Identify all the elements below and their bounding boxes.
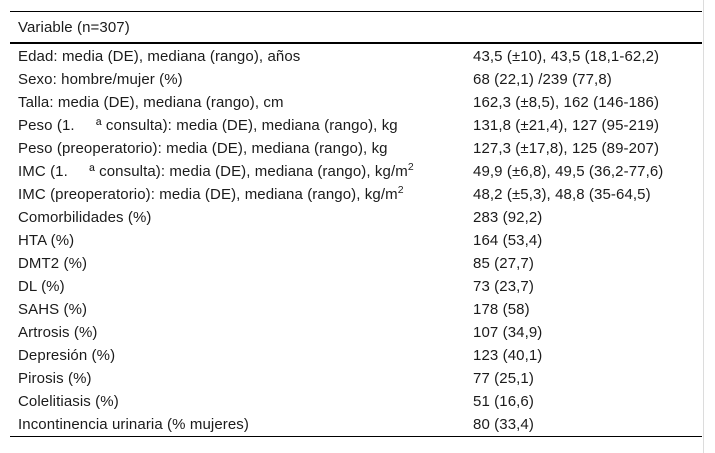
row-label: DMT2 (%) bbox=[18, 255, 473, 272]
row-value: 162,3 (±8,5), 162 (146-186) bbox=[473, 94, 660, 111]
row-label: IMC (preoperatorio): media (DE), mediana… bbox=[18, 184, 473, 203]
row-label: HTA (%) bbox=[18, 232, 473, 249]
row-label-text: Talla: media (DE), mediana (rango), cm bbox=[18, 94, 284, 111]
row-label: Colelitiasis (%) bbox=[18, 393, 473, 410]
table-row: DL (%) 73 (23,7) bbox=[10, 275, 702, 298]
table-row: Pirosis (%) 77 (25,1) bbox=[10, 367, 702, 390]
table-row: Comorbilidades (%) 283 (92,2) bbox=[10, 206, 702, 229]
table-row: Incontinencia urinaria (% mujeres) 80 (33… bbox=[10, 413, 702, 436]
patient-characteristics-table: Variable (n=307) Edad: media (DE), media… bbox=[10, 11, 702, 437]
row-value: 85 (27,7) bbox=[473, 255, 534, 272]
table-header-row: Variable (n=307) bbox=[10, 12, 702, 44]
row-label-text: DL (%) bbox=[18, 278, 65, 295]
row-value: 77 (25,1) bbox=[473, 370, 534, 387]
row-value: 48,2 (±5,3), 48,8 (35-64,5) bbox=[473, 186, 651, 203]
table-row: Peso (preoperatorio): media (DE), median… bbox=[10, 137, 702, 160]
table-header-variable: Variable (n=307) bbox=[18, 18, 130, 36]
row-value: 127,3 (±17,8), 125 (89-207) bbox=[473, 140, 660, 157]
table-row: Colelitiasis (%) 51 (16,6) bbox=[10, 390, 702, 413]
row-label-text: IMC (preoperatorio): media (DE), mediana… bbox=[18, 186, 398, 203]
row-label: IMC (1. ª consulta): media (DE), mediana… bbox=[18, 161, 473, 180]
row-label-text: Colelitiasis (%) bbox=[18, 393, 119, 410]
row-value: 49,9 (±6,8), 49,5 (36,2-77,6) bbox=[473, 163, 664, 180]
row-label: Edad: media (DE), mediana (rango), años bbox=[18, 48, 473, 65]
row-label-text: HTA (%) bbox=[18, 232, 75, 249]
table-row: Peso (1. ª consulta): media (DE), median… bbox=[10, 114, 702, 137]
table-row: IMC (1. ª consulta): media (DE), mediana… bbox=[10, 160, 702, 183]
table-row: Depresión (%) 123 (40,1) bbox=[10, 344, 702, 367]
row-label-text: Incontinencia urinaria (% mujeres) bbox=[18, 416, 249, 433]
row-label: Talla: media (DE), mediana (rango), cm bbox=[18, 94, 473, 111]
row-value: 283 (92,2) bbox=[473, 209, 543, 226]
row-value: 51 (16,6) bbox=[473, 393, 534, 410]
table-row: Sexo: hombre/mujer (%) 68 (22,1) /239 (77… bbox=[10, 68, 702, 91]
table-row: HTA (%) 164 (53,4) bbox=[10, 229, 702, 252]
row-label-superscript: 2 bbox=[407, 161, 414, 173]
table-row: Talla: media (DE), mediana (rango), cm 16… bbox=[10, 91, 702, 114]
row-label-superscript: 2 bbox=[397, 184, 404, 196]
row-label-text: Depresión (%) bbox=[18, 347, 116, 364]
table-row: SAHS (%) 178 (58) bbox=[10, 298, 702, 321]
table-row: DMT2 (%) 85 (27,7) bbox=[10, 252, 702, 275]
row-label: Sexo: hombre/mujer (%) bbox=[18, 71, 473, 88]
row-label-text: IMC (1. ª consulta): media (DE), mediana… bbox=[18, 163, 408, 180]
row-label-text: Pirosis (%) bbox=[18, 370, 92, 387]
row-label-text: Edad: media (DE), mediana (rango), años bbox=[18, 48, 301, 65]
row-value: 164 (53,4) bbox=[473, 232, 543, 249]
row-label: Depresión (%) bbox=[18, 347, 473, 364]
row-label: SAHS (%) bbox=[18, 301, 473, 318]
row-label-text: Peso (preoperatorio): media (DE), median… bbox=[18, 140, 388, 157]
row-value: 178 (58) bbox=[473, 301, 530, 318]
page-edge-line bbox=[703, 0, 704, 453]
row-label-text: Comorbilidades (%) bbox=[18, 209, 152, 226]
row-value: 43,5 (±10), 43,5 (18,1-62,2) bbox=[473, 48, 660, 65]
row-value: 68 (22,1) /239 (77,8) bbox=[473, 71, 612, 88]
row-label: Comorbilidades (%) bbox=[18, 209, 473, 226]
row-label-text: Artrosis (%) bbox=[18, 324, 98, 341]
row-label: Incontinencia urinaria (% mujeres) bbox=[18, 416, 473, 433]
row-value: 123 (40,1) bbox=[473, 347, 543, 364]
row-label: DL (%) bbox=[18, 278, 473, 295]
row-label-text: Sexo: hombre/mujer (%) bbox=[18, 71, 183, 88]
table-row: Edad: media (DE), mediana (rango), años 4… bbox=[10, 45, 702, 68]
row-label: Artrosis (%) bbox=[18, 324, 473, 341]
row-label: Peso (1. ª consulta): media (DE), median… bbox=[18, 117, 473, 134]
row-label: Pirosis (%) bbox=[18, 370, 473, 387]
table-body: Edad: media (DE), mediana (rango), años 4… bbox=[10, 44, 702, 436]
row-value: 107 (34,9) bbox=[473, 324, 543, 341]
row-label-text: SAHS (%) bbox=[18, 301, 88, 318]
row-label-text: DMT2 (%) bbox=[18, 255, 88, 272]
row-label-text: Peso (1. ª consulta): media (DE), median… bbox=[18, 117, 398, 134]
row-label: Peso (preoperatorio): media (DE), median… bbox=[18, 140, 473, 157]
row-value: 73 (23,7) bbox=[473, 278, 534, 295]
row-value: 80 (33,4) bbox=[473, 416, 534, 433]
table-row: IMC (preoperatorio): media (DE), mediana… bbox=[10, 183, 702, 206]
table-row: Artrosis (%) 107 (34,9) bbox=[10, 321, 702, 344]
row-value: 131,8 (±21,4), 127 (95-219) bbox=[473, 117, 660, 134]
